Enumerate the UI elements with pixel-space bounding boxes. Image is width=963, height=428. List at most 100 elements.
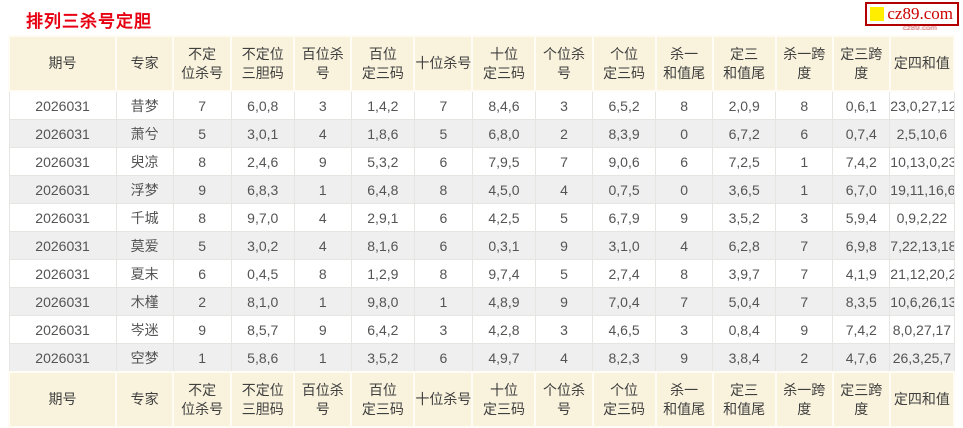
cell-fix-three-span: 7,4,2 [832, 315, 891, 344]
cell-nonpos-three-dan: 6,8,3 [230, 175, 295, 204]
cell-fix-four-sum: 8,0,27,17 [889, 315, 955, 344]
cell-units-three: 8,2,3 [592, 343, 657, 373]
cell-expert: 萧兮 [115, 119, 174, 148]
cell-fix-three-span: 4,1,9 [832, 259, 891, 288]
cell-tens-kill: 8 [413, 175, 473, 204]
cell-fix-three-sum-tail: 3,9,7 [712, 259, 777, 288]
cell-kill-one-span: 8 [775, 90, 834, 120]
cell-period: 2026031 [8, 119, 117, 148]
cell-hundreds-three: 9,8,0 [350, 287, 415, 316]
header-fix-three-sum-tail: 定三 和值尾 [711, 35, 777, 92]
table-row: 2026031 萧兮 5 3,0,1 4 1,8,6 5 6,8,0 2 8,3,9 0 6,7,2 6… [8, 119, 955, 148]
cell-kill-one-span: 1 [775, 147, 834, 176]
cell-expert: 岑迷 [115, 315, 174, 344]
header-nonpos-kill: 不定 位杀号 [172, 35, 233, 92]
cell-hundreds-kill: 8 [293, 259, 352, 288]
cell-tens-kill: 8 [413, 259, 473, 288]
cell-kill-one-span: 2 [775, 343, 834, 373]
table-row: 2026031 臾凉 8 2,4,6 9 5,3,2 6 7,9,5 7 9,0,6 6 7,2,5 1… [8, 147, 955, 176]
cell-fix-three-span: 5,9,4 [832, 203, 891, 232]
cell-fix-three-sum-tail: 6,2,8 [712, 231, 777, 260]
cell-units-three: 0,7,5 [592, 175, 657, 204]
cell-fix-three-sum-tail: 7,2,5 [712, 147, 777, 176]
cell-tens-kill: 3 [413, 315, 473, 344]
cell-fix-three-span: 4,7,6 [832, 343, 891, 373]
table-body: 2026031 昔梦 7 6,0,8 3 1,4,2 7 8,4,6 3 6,5,2 8 2,0,9 8… [8, 90, 955, 373]
header-expert: 专家 [115, 35, 175, 92]
cell-kill-one-span: 7 [775, 259, 834, 288]
cell-kill-one-sum-tail: 8 [655, 259, 714, 288]
table-row: 2026031 空梦 1 5,8,6 1 3,5,2 6 4,9,7 4 8,2,3 9 3,8,4 2… [8, 343, 955, 373]
cell-expert: 木槿 [115, 287, 174, 316]
cell-fix-three-span: 8,3,5 [832, 287, 891, 316]
footer-header-hundreds-kill: 百位杀号 [293, 371, 353, 428]
header-hundreds-kill: 百位杀号 [293, 35, 353, 92]
cell-kill-one-sum-tail: 6 [655, 147, 714, 176]
footer-header-fix-three-sum-tail: 定三 和值尾 [711, 371, 777, 428]
cell-fix-four-sum: 2,5,10,6 [889, 119, 955, 148]
page-title: 排列三杀号定胆 [26, 12, 152, 31]
cell-tens-kill: 6 [413, 203, 473, 232]
cell-hundreds-three: 5,3,2 [350, 147, 415, 176]
cell-fix-three-span: 0,6,1 [832, 90, 891, 120]
cell-fix-three-sum-tail: 3,6,5 [712, 175, 777, 204]
cell-hundreds-three: 8,1,6 [350, 231, 415, 260]
cell-expert: 千城 [115, 203, 174, 232]
header-units-kill: 个位杀号 [534, 35, 594, 92]
cell-hundreds-kill: 1 [293, 175, 352, 204]
cell-tens-three: 4,8,9 [471, 287, 536, 316]
cell-fix-three-sum-tail: 6,7,2 [712, 119, 777, 148]
header-nonpos-three-dan: 不定位 三胆码 [230, 35, 296, 92]
cell-units-kill: 3 [534, 90, 594, 120]
cell-tens-kill: 6 [413, 147, 473, 176]
cell-units-kill: 9 [534, 287, 594, 316]
cell-units-kill: 3 [534, 315, 594, 344]
cell-nonpos-three-dan: 6,0,8 [230, 90, 295, 120]
footer-header-nonpos-kill: 不定 位杀号 [172, 371, 233, 428]
cell-nonpos-three-dan: 8,5,7 [230, 315, 295, 344]
header-tens-kill: 十位杀号 [413, 35, 474, 92]
footer-header-tens-three: 十位 定三码 [471, 371, 537, 428]
cell-nonpos-three-dan: 3,0,2 [230, 231, 295, 260]
cell-nonpos-kill: 1 [172, 343, 232, 373]
cell-tens-kill: 6 [413, 231, 473, 260]
cell-nonpos-three-dan: 8,1,0 [230, 287, 295, 316]
cell-units-three: 6,5,2 [592, 90, 657, 120]
cell-hundreds-kill: 9 [293, 315, 352, 344]
cell-units-three: 6,7,9 [592, 203, 657, 232]
site-logo-text: cz89.com [887, 4, 953, 23]
cell-period: 2026031 [8, 287, 117, 316]
cell-tens-three: 4,2,5 [471, 203, 536, 232]
table-footer-header: 期号 专家 不定 位杀号 不定位 三胆码 百位杀号 百位 定三码 十位杀号 十位 定三码 个位杀号 个位定… [7, 371, 956, 428]
cell-tens-three: 7,9,5 [471, 147, 536, 176]
cell-tens-three: 0,3,1 [471, 231, 536, 260]
site-logo[interactable]: cz89.com [865, 2, 959, 26]
cell-hundreds-kill: 1 [293, 287, 352, 316]
cell-kill-one-sum-tail: 9 [655, 203, 714, 232]
footer-header-fix-four-sum: 定四和值 [888, 371, 956, 428]
cell-kill-one-sum-tail: 7 [655, 287, 714, 316]
cell-tens-three: 4,5,0 [471, 175, 536, 204]
cell-units-three: 4,6,5 [592, 315, 657, 344]
cell-fix-three-span: 6,9,8 [832, 231, 891, 260]
cell-expert: 浮梦 [115, 175, 174, 204]
cell-kill-one-span: 7 [775, 287, 834, 316]
header-row: 期号 专家 不定 位杀号 不定位 三胆码 百位杀号 百位 定三码 十位杀号 十位 定三码 个位杀号 个位定… [7, 35, 956, 92]
cell-kill-one-span: 6 [775, 119, 834, 148]
cell-tens-three: 8,4,6 [471, 90, 536, 120]
cell-units-kill: 5 [534, 259, 594, 288]
footer-header-period: 期号 [7, 371, 118, 428]
cell-hundreds-three: 6,4,2 [350, 315, 415, 344]
cell-units-three: 8,3,9 [592, 119, 657, 148]
footer-header-fix-three-span: 定三跨度 [831, 371, 891, 428]
cell-units-kill: 4 [534, 343, 594, 373]
cell-fix-three-sum-tail: 3,8,4 [712, 343, 777, 373]
cell-nonpos-kill: 9 [172, 315, 232, 344]
cell-fix-three-span: 6,7,0 [832, 175, 891, 204]
cell-tens-kill: 6 [413, 343, 473, 373]
cell-units-three: 3,1,0 [592, 231, 657, 260]
cell-fix-four-sum: 23,0,27,12 [889, 90, 955, 120]
cell-expert: 夏末 [115, 259, 174, 288]
cell-kill-one-span: 3 [775, 203, 834, 232]
cell-units-three: 7,0,4 [592, 287, 657, 316]
